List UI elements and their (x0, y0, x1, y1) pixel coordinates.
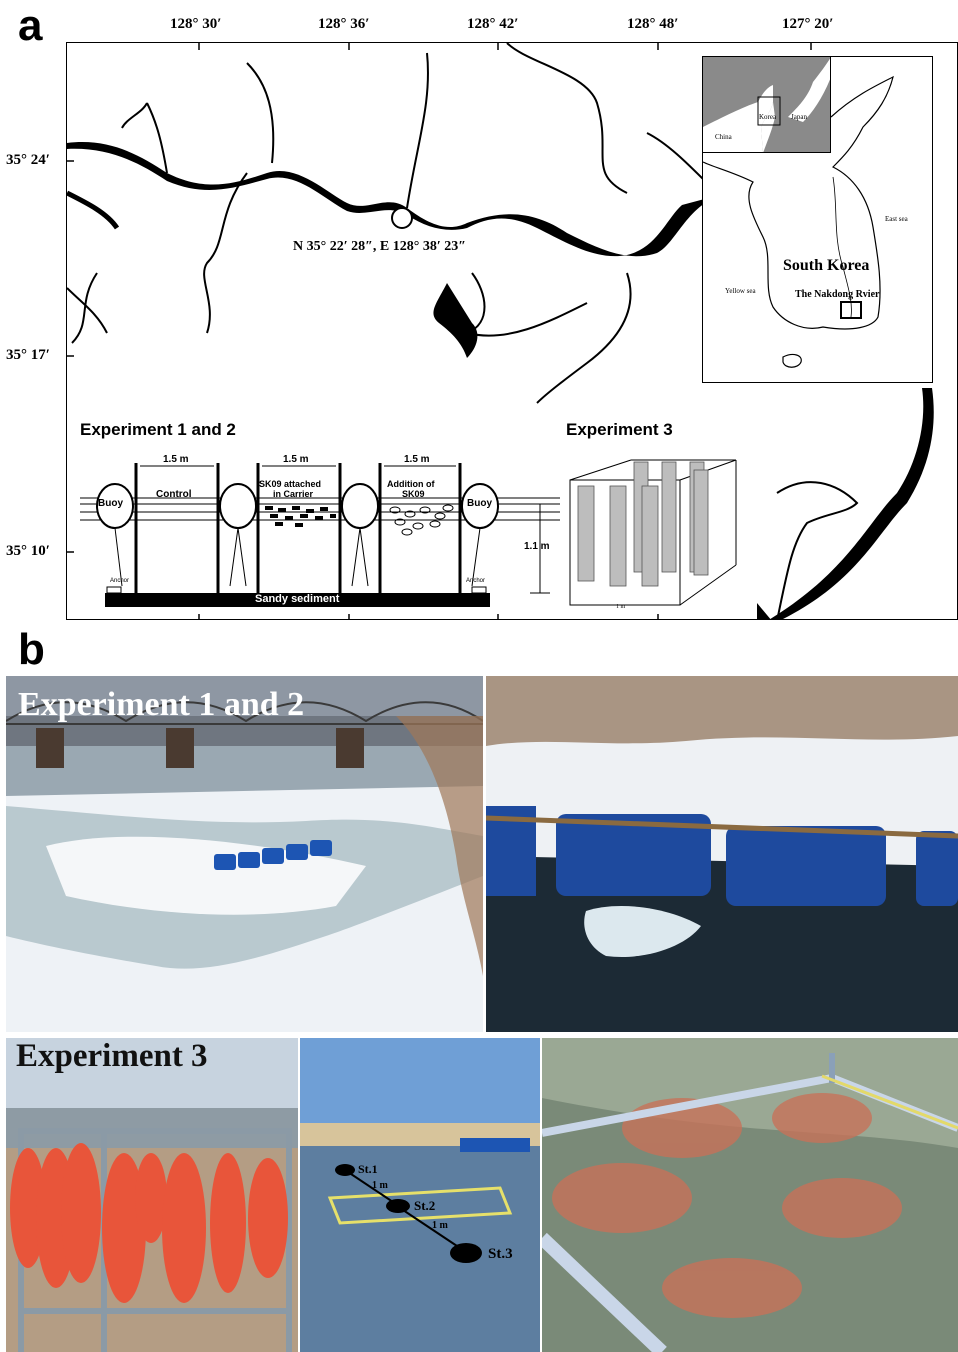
lon-tick: 128° 48′ (627, 16, 679, 32)
photo-blue-tanks (486, 676, 958, 1032)
photo-label-experiment12: Experiment 1 and 2 (18, 686, 305, 723)
buoy-label: Buoy (98, 498, 123, 509)
addition-label-line2: SK09 (402, 489, 425, 499)
lon-tick: 127° 20′ (782, 16, 834, 32)
mini-china-label: China (715, 133, 732, 141)
photo-mesh-bags: Experiment 3 (6, 1038, 298, 1352)
panel-letter-b: b (18, 625, 45, 674)
mini-region-map: China Korea Japan (703, 57, 831, 153)
lat-tick: 35° 10′ (6, 543, 50, 559)
river-map (67, 43, 934, 619)
lon-tick: 128° 30′ (170, 16, 222, 32)
photo-stations: St.1 St.2 St.3 1 m 1 m (300, 1038, 540, 1352)
river-label: The Nakdong Rvier (795, 289, 880, 300)
site-coordinate-label: N 35° 22′ 28″, E 128° 38′ 23″ (293, 239, 466, 254)
spacing-label: 1.5 m (283, 454, 309, 465)
spacing-label: 1.5 m (404, 454, 430, 465)
lon-tick: 128° 36′ (318, 16, 370, 32)
experiment3-title: Experiment 3 (566, 420, 673, 439)
station-label: St.2 (414, 1198, 436, 1213)
spacing-label: 1.5 m (163, 454, 189, 465)
station-label: St.3 (488, 1246, 513, 1262)
lat-tick: 35° 24′ (6, 152, 50, 168)
addition-label-line1: Addition of (387, 479, 435, 489)
experiment12-title: Experiment 1 and 2 (80, 420, 236, 439)
panel-letter-a: a (18, 1, 43, 50)
depth-label: 1.1 m (524, 541, 550, 552)
lat-tick: 35° 17′ (6, 347, 50, 363)
buoy-label: Buoy (467, 498, 492, 509)
photo-label-experiment3: Experiment 3 (16, 1038, 208, 1074)
photo-underwater-frame (542, 1038, 958, 1352)
carrier-label-line2: in Carrier (273, 489, 314, 499)
experiment3-diagram (569, 459, 737, 606)
photo-river-bridge: Experiment 1 and 2 (6, 676, 483, 1032)
mini-korea-label: Korea (759, 113, 777, 121)
dimension-label: 1 m (616, 604, 626, 610)
mini-japan-label: Japan (791, 113, 807, 121)
sediment-label: Sandy sediment (255, 593, 340, 605)
carrier-label-line1: SK09 attached (259, 479, 322, 489)
country-label: South Korea (783, 257, 870, 274)
lon-tick: 128° 42′ (467, 16, 519, 32)
station-label: St.1 (358, 1162, 378, 1176)
east-sea-label: East sea (885, 215, 908, 223)
experiment12-diagram (80, 463, 560, 607)
inset-map: China Korea Japan East sea Yellow sea So… (702, 56, 933, 383)
station-spacing-label: 1 m (432, 1220, 448, 1231)
control-label: Control (156, 489, 192, 500)
yellow-sea-label: Yellow sea (725, 287, 756, 295)
anchor-label: Anchor (466, 578, 486, 584)
anchor-label: Anchor (110, 578, 130, 584)
station-spacing-label: 1 m (372, 1180, 388, 1191)
